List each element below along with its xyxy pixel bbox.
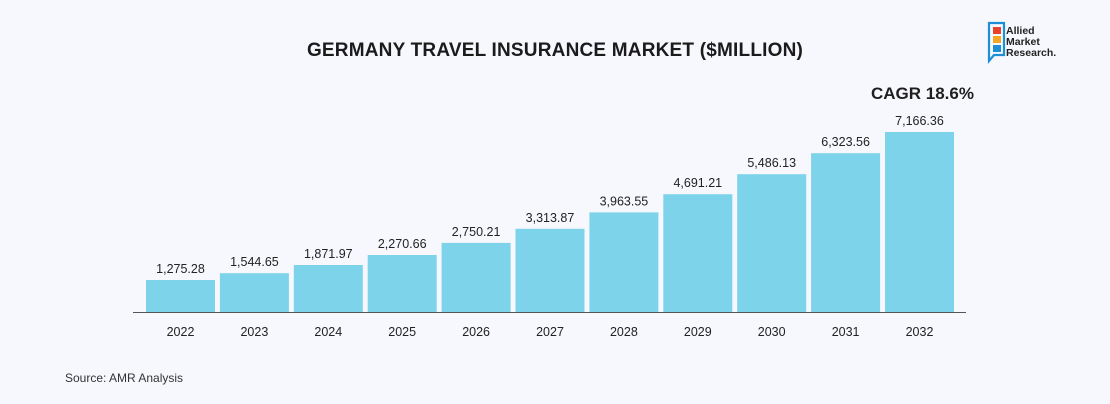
- value-label-2024: 1,871.97: [304, 247, 353, 261]
- logo-text-line-2: Market: [1006, 36, 1040, 48]
- value-label-2026: 2,750.21: [452, 225, 501, 239]
- bar-2028: [589, 212, 659, 312]
- value-label-2023: 1,544.65: [230, 255, 279, 269]
- logo-mark-icon: [987, 21, 1006, 65]
- value-label-2031: 6,323.56: [821, 135, 870, 149]
- bar-2030: [737, 174, 807, 312]
- x-tick-label-2032: 2032: [906, 325, 934, 339]
- cagr-annotation: CAGR 18.6%: [871, 84, 974, 103]
- x-tick-label-2029: 2029: [684, 325, 712, 339]
- logo-text-line-3: Research.: [1006, 47, 1057, 59]
- x-tick-label-2022: 2022: [167, 325, 195, 339]
- bar-2022: [146, 280, 215, 312]
- value-label-2022: 1,275.28: [156, 262, 205, 276]
- x-tick-label-2027: 2027: [536, 325, 564, 339]
- x-tick-label-2023: 2023: [240, 325, 268, 339]
- logo-text-line-1: Allied: [1006, 25, 1035, 37]
- value-label-2029: 4,691.21: [673, 176, 722, 190]
- x-tick-label-2030: 2030: [758, 325, 786, 339]
- bar-2032: [885, 132, 954, 312]
- bar-2026: [441, 242, 511, 312]
- value-label-2030: 5,486.13: [747, 156, 796, 170]
- x-tick-label-2031: 2031: [832, 325, 860, 339]
- bar-2029: [663, 194, 733, 312]
- chart-title: GERMANY TRAVEL INSURANCE MARKET ($MILLIO…: [306, 40, 804, 61]
- value-label-2027: 3,313.87: [526, 211, 575, 225]
- source-note: Source: AMR Analysis: [65, 371, 184, 385]
- bar-2025: [367, 255, 437, 312]
- bar-2031: [811, 153, 881, 312]
- bar-2023: [219, 273, 289, 312]
- value-label-2032: 7,166.36: [895, 114, 944, 128]
- company-logo: Allied Market Research.: [986, 19, 1076, 69]
- x-tick-label-2025: 2025: [388, 325, 416, 339]
- x-tick-label-2024: 2024: [314, 325, 342, 339]
- value-label-2025: 2,270.66: [378, 237, 427, 251]
- value-label-2028: 3,963.55: [600, 194, 649, 208]
- bar-2027: [515, 228, 585, 312]
- bar-2024: [293, 265, 363, 312]
- x-tick-label-2028: 2028: [610, 325, 638, 339]
- x-tick-label-2026: 2026: [462, 325, 490, 339]
